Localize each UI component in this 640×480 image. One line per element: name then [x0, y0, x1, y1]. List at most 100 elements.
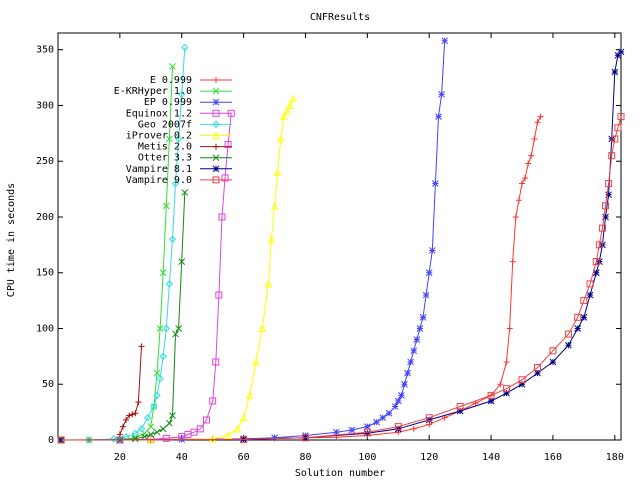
data-point — [156, 374, 164, 383]
chart-title: CNFResults — [310, 12, 370, 23]
series-5 — [57, 43, 189, 444]
data-point — [518, 380, 526, 388]
data-point — [271, 434, 278, 442]
data-point — [565, 341, 572, 349]
data-point — [425, 269, 433, 277]
data-point — [531, 135, 538, 142]
data-point — [208, 434, 217, 443]
data-point — [419, 313, 427, 321]
data-point — [252, 357, 260, 366]
data-point — [487, 391, 495, 399]
y-tick-label: 0 — [48, 435, 54, 446]
data-point — [522, 174, 529, 181]
data-point — [425, 414, 433, 422]
data-point — [212, 176, 220, 184]
data-point — [363, 429, 371, 437]
x-tick-label: 180 — [606, 452, 624, 463]
series-9 — [57, 48, 625, 444]
data-point — [159, 352, 167, 361]
data-point — [159, 269, 167, 277]
data-point — [129, 411, 136, 418]
x-axis-label: Solution number — [295, 468, 385, 479]
data-point — [166, 135, 173, 143]
data-point — [212, 131, 220, 139]
series-line — [119, 192, 186, 441]
data-point — [218, 213, 226, 221]
data-point — [159, 425, 167, 433]
data-point — [503, 389, 510, 397]
data-point — [592, 258, 600, 266]
data-point — [147, 423, 155, 430]
data-point — [580, 313, 588, 321]
series-line — [61, 116, 622, 441]
data-point — [574, 313, 582, 321]
data-point — [416, 325, 424, 332]
data-point — [608, 152, 616, 160]
legend-label: Vampire 8.1 — [126, 164, 192, 175]
data-point — [175, 325, 182, 332]
data-point — [391, 403, 399, 410]
series-10 — [57, 113, 625, 444]
data-point — [153, 369, 161, 377]
data-point — [509, 258, 516, 265]
data-point — [213, 143, 219, 150]
data-point — [178, 90, 186, 99]
data-point — [126, 412, 133, 419]
data-point — [574, 325, 582, 332]
data-point — [212, 154, 220, 162]
data-point — [407, 358, 415, 366]
y-tick-label: 350 — [36, 45, 54, 56]
data-point — [165, 280, 174, 288]
data-point — [617, 113, 625, 121]
data-point — [181, 189, 189, 196]
data-point — [212, 87, 220, 95]
data-point — [519, 180, 526, 187]
data-point — [410, 425, 417, 432]
data-point — [580, 297, 588, 305]
data-point — [132, 410, 139, 417]
data-point — [394, 425, 402, 433]
data-point — [181, 43, 189, 52]
y-axis-label: CPU time in seconds — [6, 183, 17, 297]
data-point — [385, 409, 393, 417]
y-tick-label: 200 — [36, 212, 54, 223]
data-point — [168, 235, 177, 243]
data-point — [586, 280, 594, 288]
data-point — [212, 109, 220, 117]
data-point — [276, 134, 285, 143]
data-point — [131, 429, 140, 438]
data-point — [144, 413, 152, 422]
data-point — [162, 202, 170, 210]
series-8 — [116, 189, 189, 444]
axis-ticks: 0 50 100 150 200 250 300 350 20 40 60 80 100 120 140 16… — [36, 33, 624, 463]
data-point — [156, 325, 164, 332]
data-point — [441, 37, 449, 45]
data-point — [401, 380, 408, 388]
x-tick-label: 60 — [238, 452, 250, 463]
data-point — [280, 112, 288, 121]
data-point — [348, 426, 356, 434]
data-point — [592, 269, 600, 277]
data-point — [512, 213, 519, 220]
series-7 — [116, 343, 145, 438]
data-point — [85, 436, 93, 444]
data-point — [549, 347, 557, 355]
data-point — [240, 435, 248, 443]
plot-frame — [57, 32, 622, 441]
data-point — [413, 336, 421, 343]
data-point — [410, 347, 418, 355]
series-line — [119, 346, 142, 435]
data-point — [595, 241, 603, 249]
y-tick-label: 50 — [42, 379, 54, 390]
data-point — [435, 113, 442, 120]
data-point — [174, 135, 183, 143]
data-point — [611, 135, 619, 143]
data-point — [213, 77, 219, 83]
data-point — [178, 258, 186, 265]
legend-label: Metis 2.0 — [138, 142, 192, 153]
x-tick-label: 160 — [544, 452, 562, 463]
x-tick-label: 120 — [420, 452, 438, 463]
data-point — [534, 119, 541, 126]
